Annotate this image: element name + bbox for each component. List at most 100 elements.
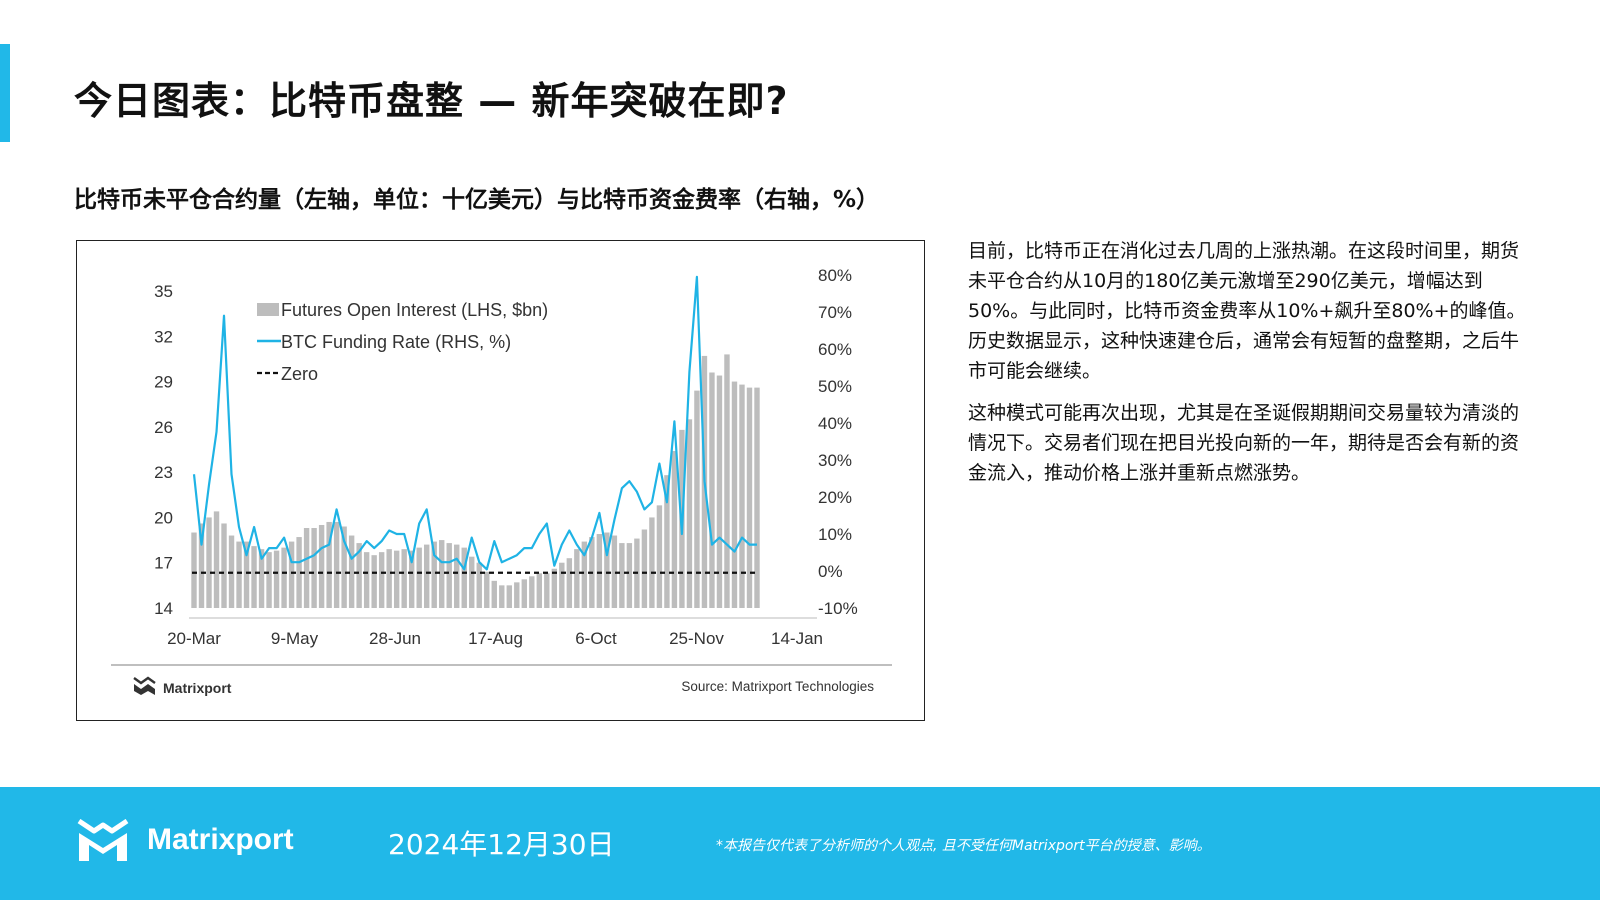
open-interest-bar: [611, 535, 618, 608]
open-interest-bar: [626, 543, 633, 608]
commentary: 目前，比特币正在消化过去几周的上涨热潮。在这段时间里，期货未平仓合约从10月的1…: [968, 236, 1526, 500]
open-interest-bar: [649, 517, 655, 608]
open-interest-bar: [236, 541, 242, 608]
open-interest-bar: [551, 568, 558, 608]
open-interest-bar: [288, 541, 295, 608]
chart-frame: 35 32 29 26 23 20 17 14 80% 70% 60% 50% 40% 30% 20% 10…: [76, 240, 925, 721]
commentary-paragraph-1: 目前，比特币正在消化过去几周的上涨热潮。在这段时间里，期货未平仓合约从10月的1…: [968, 240, 1526, 382]
open-interest-bar: [491, 580, 497, 608]
x-axis-tick-label: 9-May: [271, 629, 319, 648]
open-interest-bar: [416, 547, 422, 608]
open-interest-bar: [641, 529, 648, 608]
disclaimer: *本报告仅代表了分析师的个人观点, 且不受任何Matrixport平台的授意、影…: [716, 838, 1211, 854]
open-interest-bar: [393, 550, 400, 608]
open-interest-bar: [604, 532, 610, 608]
left-axis-tick-label: 23: [154, 463, 173, 482]
chart-source-note: Source: Matrixport Technologies: [681, 679, 874, 694]
left-axis-tick-label: 26: [154, 418, 173, 437]
x-axis-tick-label: 25-Nov: [669, 629, 724, 648]
funding-rate-line: [192, 275, 757, 571]
x-axis-tick-label: 6-Oct: [575, 629, 617, 648]
left-axis-tick-label: 32: [154, 327, 173, 346]
open-interest-bar: [724, 354, 730, 608]
open-interest-bar: [371, 555, 377, 608]
legend-label-zero: Zero: [281, 364, 318, 384]
open-interest-bar: [656, 505, 663, 608]
matrixport-chart-logo-icon: [133, 676, 156, 695]
open-interest-bar: [251, 546, 257, 608]
open-interest-bar: [333, 521, 340, 608]
x-axis-tick-label: 28-Jun: [369, 629, 421, 648]
chart-logo-text: Matrixport: [163, 680, 232, 696]
chart-legend: Futures Open Interest (LHS, $bn) BTC Fun…: [257, 300, 548, 384]
open-interest-bar: [408, 550, 415, 608]
open-interest-funding-chart: 35 32 29 26 23 20 17 14 80% 70% 60% 50% 40% 30% 20% 10…: [111, 266, 892, 696]
open-interest-bar: [596, 534, 603, 608]
left-axis-tick-label: 35: [154, 282, 173, 301]
open-interest-bar: [559, 562, 565, 608]
open-interest-bar: [243, 541, 250, 608]
open-interest-bar: [469, 556, 475, 608]
right-axis-ticks: 80% 70% 60% 50% 40% 30% 20% 10% 0% -10%: [818, 266, 858, 618]
open-interest-bar: [191, 532, 197, 608]
page-title: 今日图表：比特币盘整 — 新年突破在即?: [74, 79, 789, 123]
right-axis-tick-label: 20%: [818, 488, 852, 507]
open-interest-bar: [506, 585, 512, 608]
open-interest-bar: [446, 543, 452, 608]
open-interest-bar: [754, 387, 760, 608]
right-axis-tick-label: -10%: [818, 599, 858, 618]
open-interest-bar: [514, 582, 520, 608]
open-interest-bar: [499, 585, 505, 608]
open-interest-bar: [326, 521, 332, 608]
right-axis-tick-label: 40%: [818, 414, 852, 433]
open-interest-bar: [378, 552, 385, 608]
open-interest-bar: [303, 528, 310, 608]
open-interest-bar: [544, 573, 550, 608]
open-interest-bar: [731, 381, 738, 608]
right-axis-tick-label: 10%: [818, 525, 852, 544]
open-interest-bar: [461, 547, 467, 608]
open-interest-bar: [716, 375, 723, 608]
open-interest-bar: [356, 543, 362, 608]
open-interest-bar: [581, 541, 588, 608]
x-axis-tick-label: 14-Jan: [771, 629, 823, 648]
left-axis-ticks: 35 32 29 26 23 20 17 14: [154, 282, 173, 618]
open-interest-bar: [273, 550, 280, 608]
open-interest-bar: [439, 540, 445, 608]
open-interest-bar: [424, 544, 430, 608]
open-interest-bar: [484, 571, 490, 608]
open-interest-bar: [454, 544, 460, 608]
x-axis-ticks: 20-Mar 9-May 28-Jun 17-Aug 6-Oct 25-Nov 14-Jan: [167, 629, 823, 648]
legend-label-funding-rate: BTC Funding Rate (RHS, %): [281, 332, 511, 352]
open-interest-bar: [709, 372, 715, 608]
open-interest-bar: [363, 552, 370, 608]
open-interest-bar: [386, 549, 392, 608]
open-interest-bar: [694, 390, 700, 608]
open-interest-bar: [348, 535, 355, 608]
open-interest-bar: [574, 549, 580, 608]
open-interest-bar: [258, 549, 265, 608]
open-interest-bars: [191, 354, 760, 608]
open-interest-bar: [536, 573, 542, 608]
matrixport-logo-icon: [77, 819, 129, 861]
open-interest-bar: [671, 451, 678, 608]
right-axis-tick-label: 60%: [818, 340, 852, 359]
left-axis-tick-label: 14: [154, 599, 173, 618]
open-interest-bar: [206, 517, 212, 608]
legend-swatch-open-interest: [257, 303, 279, 316]
left-axis-tick-label: 29: [154, 373, 173, 392]
open-interest-bar: [213, 511, 220, 608]
open-interest-bar: [529, 576, 535, 608]
footer-brand: Matrixport: [147, 823, 294, 856]
open-interest-bar: [221, 523, 227, 608]
legend-label-open-interest: Futures Open Interest (LHS, $bn): [281, 300, 548, 320]
open-interest-bar: [476, 562, 482, 608]
accent-bar: [0, 44, 10, 142]
left-axis-tick-label: 20: [154, 508, 173, 527]
right-axis-tick-label: 30%: [818, 451, 852, 470]
right-axis-tick-label: 80%: [818, 266, 852, 285]
x-axis-tick-label: 20-Mar: [167, 629, 221, 648]
open-interest-bar: [401, 549, 407, 608]
open-interest-bar: [318, 524, 325, 608]
open-interest-bar: [266, 552, 272, 608]
